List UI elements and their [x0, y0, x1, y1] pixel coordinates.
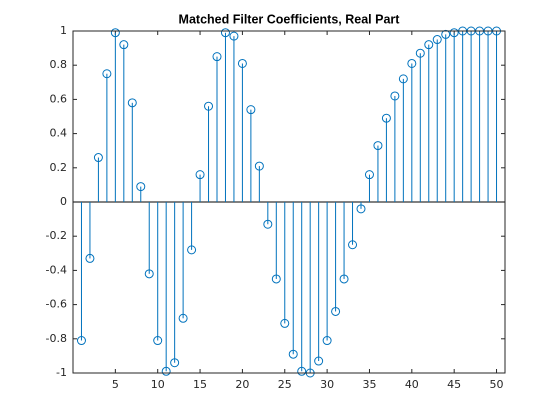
- stem-marker: [381, 113, 391, 123]
- stem-marker: [271, 274, 281, 284]
- stem-marker: [288, 349, 298, 359]
- stem-marker: [356, 204, 366, 214]
- y-tick-label: 0.6: [50, 92, 68, 105]
- x-tick-label: 35: [362, 378, 376, 391]
- stem-marker: [407, 58, 417, 68]
- stem-marker: [204, 101, 214, 111]
- y-tick-label: 1: [60, 24, 67, 37]
- stem-marker: [144, 269, 154, 279]
- stem-marker: [331, 306, 341, 316]
- y-tick-label: -0.8: [46, 332, 67, 345]
- stem-marker: [93, 153, 103, 163]
- stem-marker: [280, 318, 290, 328]
- stem-marker: [263, 219, 273, 229]
- stem-marker: [220, 28, 230, 38]
- stem-marker: [322, 336, 332, 346]
- stem-marker: [178, 313, 188, 323]
- stem-marker: [237, 58, 247, 68]
- chart-title: Matched Filter Coefficients, Real Part: [179, 12, 401, 26]
- stem-marker: [195, 170, 205, 180]
- x-tick-label: 25: [278, 378, 292, 391]
- stem-marker: [297, 366, 307, 376]
- stem-marker: [229, 31, 239, 41]
- stem-marker: [127, 98, 137, 108]
- stem-marker: [76, 336, 86, 346]
- y-tick-label: 0.8: [50, 58, 68, 71]
- stem-marker: [373, 141, 383, 151]
- stem-marker: [364, 170, 374, 180]
- stem-marker: [170, 358, 180, 368]
- y-tick-label: 0: [60, 195, 67, 208]
- x-tick-label: 50: [490, 378, 504, 391]
- stem-marker: [314, 356, 324, 366]
- stem-marker: [110, 28, 120, 38]
- stem-marker: [390, 91, 400, 101]
- stem-marker: [212, 52, 222, 62]
- stem-marker: [136, 182, 146, 192]
- y-tick-label: 0.4: [50, 127, 68, 140]
- x-tick-label: 10: [151, 378, 165, 391]
- stem-marker: [415, 48, 425, 58]
- stem-marker: [246, 105, 256, 115]
- stem-marker: [441, 29, 451, 39]
- stem-marker: [254, 161, 264, 171]
- x-tick-label: 45: [447, 378, 461, 391]
- stem-marker: [398, 74, 408, 84]
- stem-marker: [161, 366, 171, 376]
- axes-box: [72, 30, 506, 374]
- stem-marker: [339, 274, 349, 284]
- y-tick-label: 0.2: [50, 161, 68, 174]
- stem-marker: [187, 245, 197, 255]
- stem-marker: [449, 28, 459, 38]
- stem-marker: [153, 336, 163, 346]
- x-tick-label: 30: [320, 378, 334, 391]
- x-tick-label: 20: [235, 378, 249, 391]
- y-tick-label: -0.4: [46, 263, 67, 276]
- stem-marker: [102, 69, 112, 79]
- y-tick-label: -0.6: [46, 298, 67, 311]
- stem-marker: [119, 40, 129, 50]
- y-tick-label: -0.2: [46, 229, 67, 242]
- stem-marker: [432, 35, 442, 45]
- stem-marker: [85, 253, 95, 263]
- x-tick-label: 40: [405, 378, 419, 391]
- x-tick-label: 5: [112, 378, 119, 391]
- x-tick-label: 15: [193, 378, 207, 391]
- stem-marker: [348, 240, 358, 250]
- stem-marker: [424, 40, 434, 50]
- y-tick-label: -1: [56, 366, 67, 379]
